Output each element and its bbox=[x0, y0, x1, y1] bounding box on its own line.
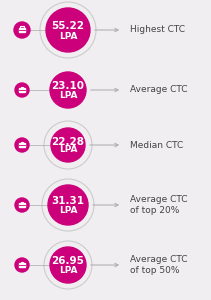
Circle shape bbox=[50, 72, 86, 108]
Text: Average CTC
of top 20%: Average CTC of top 20% bbox=[130, 195, 188, 215]
Text: LPA: LPA bbox=[59, 206, 77, 215]
Circle shape bbox=[14, 22, 30, 38]
Bar bbox=[21, 202, 23, 203]
Bar bbox=[21, 262, 23, 263]
Bar bbox=[19, 28, 25, 32]
Text: 26.95: 26.95 bbox=[51, 256, 84, 266]
Circle shape bbox=[15, 198, 29, 212]
Text: Average CTC: Average CTC bbox=[130, 85, 188, 94]
Bar bbox=[21, 86, 23, 88]
Text: 31.31: 31.31 bbox=[51, 196, 84, 206]
Circle shape bbox=[51, 128, 85, 162]
Text: LPA: LPA bbox=[59, 266, 77, 274]
Circle shape bbox=[15, 258, 29, 272]
Circle shape bbox=[50, 247, 86, 283]
Circle shape bbox=[48, 185, 88, 225]
Text: 55.22: 55.22 bbox=[51, 21, 84, 31]
Bar bbox=[19, 203, 25, 207]
Text: 23.10: 23.10 bbox=[51, 81, 84, 92]
Text: LPA: LPA bbox=[59, 32, 77, 41]
Circle shape bbox=[46, 8, 90, 52]
Text: 22.28: 22.28 bbox=[51, 136, 84, 147]
Text: Highest CTC: Highest CTC bbox=[130, 26, 185, 34]
Text: LPA: LPA bbox=[59, 145, 77, 154]
Text: LPA: LPA bbox=[59, 91, 77, 100]
Bar bbox=[19, 88, 25, 92]
Bar bbox=[20, 26, 24, 28]
Circle shape bbox=[15, 138, 29, 152]
Circle shape bbox=[15, 83, 29, 97]
Text: Median CTC: Median CTC bbox=[130, 140, 183, 149]
Bar bbox=[19, 143, 25, 147]
Bar bbox=[19, 263, 25, 267]
Text: Average CTC
of top 50%: Average CTC of top 50% bbox=[130, 255, 188, 275]
Bar bbox=[21, 142, 23, 143]
